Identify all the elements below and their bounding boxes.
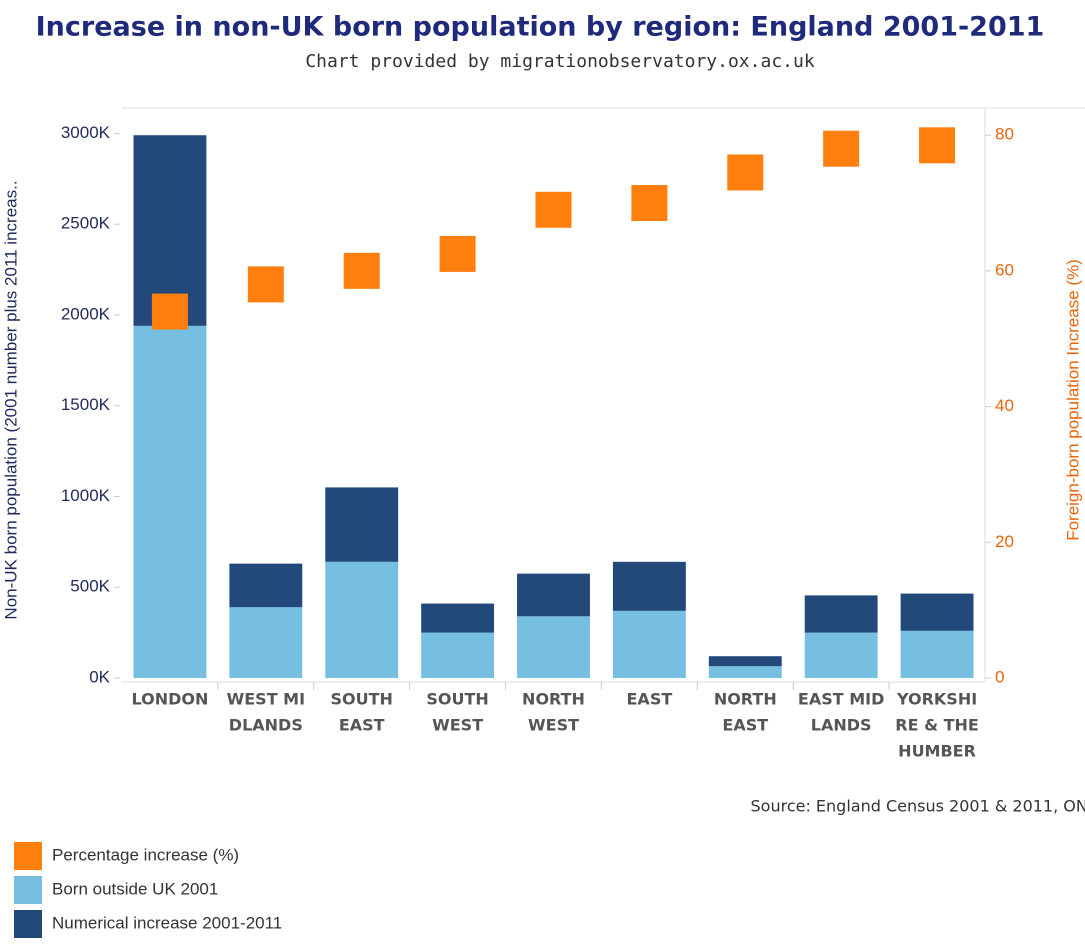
source: Source: England Census 2001 & 2011, ONS — [751, 797, 1085, 816]
chart-subtitle: Chart provided by migrationobservatory.o… — [305, 51, 814, 72]
x-tick-label: EAST — [627, 690, 673, 709]
x-tick-label: EAST — [339, 716, 385, 735]
y2-tick-label: 0 — [995, 667, 1004, 686]
x-tick-label: EAST MID — [798, 690, 884, 709]
bar — [517, 616, 590, 678]
y-tick-label: 1000K — [61, 486, 111, 505]
legend-swatch — [14, 876, 42, 904]
y2-tick-label: 20 — [995, 532, 1014, 551]
y2-axis-label: Foreign-born population Increase (%) — [1063, 259, 1082, 541]
bar — [708, 666, 782, 678]
point — [535, 191, 572, 228]
y-axis-label: Non-UK born population (2001 number plus… — [1, 180, 20, 619]
legend-swatch — [14, 910, 42, 938]
chart-title: Increase in non-UK born population by re… — [36, 12, 1045, 43]
y2-tick-label: 80 — [995, 125, 1014, 144]
point — [823, 130, 860, 167]
y2-tick-label: 40 — [995, 396, 1014, 415]
x-tick-label: WEST — [432, 716, 483, 735]
x-tick-label: SOUTH — [426, 690, 488, 709]
legend-label: Born outside UK 2001 — [52, 879, 218, 898]
bar — [804, 632, 878, 678]
bar — [325, 561, 399, 678]
y-tick-label: 2000K — [61, 304, 111, 323]
x-tick-label: EAST — [722, 716, 768, 735]
x-tick-label: DLANDS — [229, 716, 303, 735]
legend-swatch — [14, 842, 42, 870]
bar — [900, 630, 974, 678]
point — [631, 185, 668, 221]
bar — [612, 561, 686, 611]
x-tick-label: NORTH — [522, 690, 585, 709]
bar — [804, 595, 878, 633]
bar — [133, 325, 207, 678]
x-tick-label: YORKSHI — [896, 690, 977, 709]
point — [727, 154, 764, 191]
legend-label: Percentage increase (%) — [52, 845, 239, 864]
bar — [229, 607, 303, 678]
y-tick-label: 1500K — [61, 395, 111, 414]
y2-tick-label: 60 — [995, 260, 1014, 279]
x-tick-label: SOUTH — [331, 690, 393, 709]
bar — [421, 632, 495, 678]
bar — [229, 563, 303, 608]
x-tick-label: LONDON — [131, 690, 208, 709]
x-tick-label: WEST — [528, 716, 579, 735]
point — [439, 235, 476, 272]
x-tick-label: LANDS — [811, 716, 872, 735]
point — [247, 266, 284, 303]
y-tick-label: 0K — [89, 667, 110, 686]
bar — [900, 593, 974, 631]
x-tick-label: WEST MI — [227, 690, 305, 709]
bar — [421, 603, 495, 633]
x-tick-label: NORTH — [714, 690, 777, 709]
y-tick-label: 500K — [70, 577, 110, 596]
bar — [708, 656, 782, 667]
bar — [325, 487, 399, 562]
point — [919, 127, 956, 164]
point — [343, 252, 380, 289]
y-tick-label: 2500K — [61, 214, 111, 233]
bar — [517, 573, 590, 617]
legend-label: Numerical increase 2001-2011 — [52, 913, 282, 932]
bar — [612, 610, 686, 678]
x-tick-label: HUMBER — [898, 742, 976, 761]
x-tick-label: RE & THE — [895, 716, 979, 735]
y-tick-label: 3000K — [61, 123, 111, 142]
point — [151, 293, 188, 330]
